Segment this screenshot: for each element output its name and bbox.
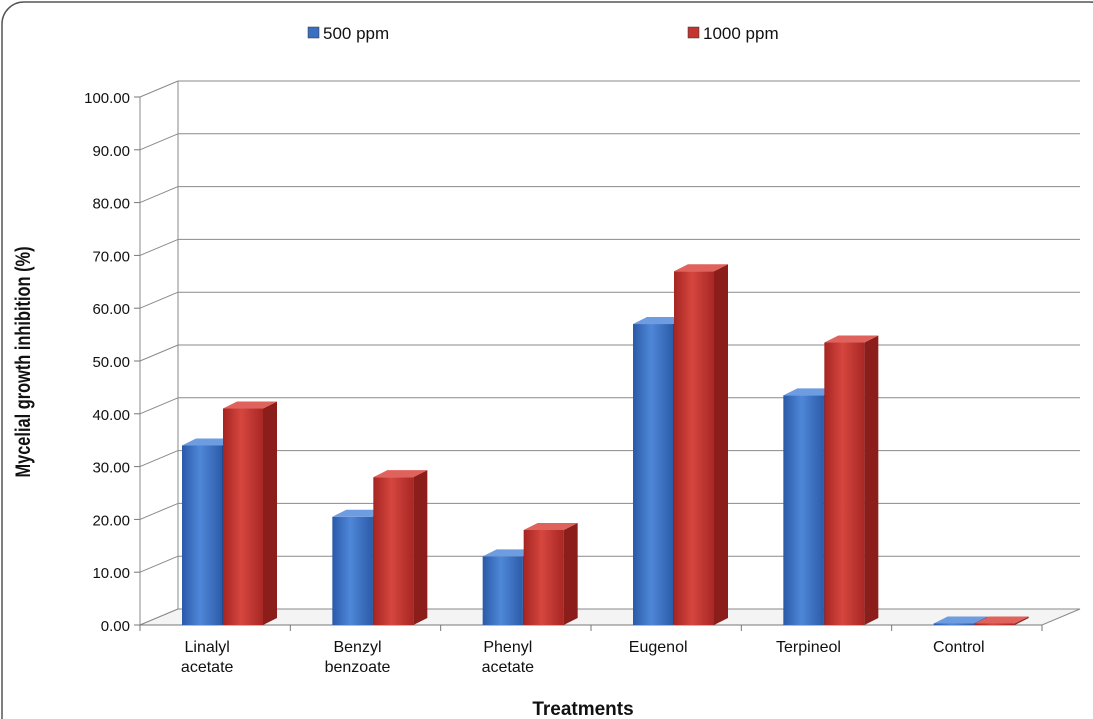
bar-side [263, 401, 277, 625]
y-tick-label: 40.00 [92, 407, 130, 424]
gridline-side [139, 397, 179, 415]
bar-front [332, 516, 373, 625]
legend: 500 ppm 1000 ppm [307, 24, 779, 43]
x-tick-label: Control [933, 639, 985, 656]
bar-top [974, 616, 1029, 624]
bar [523, 522, 578, 625]
x-tick-label: benzoate [325, 659, 391, 676]
gridline-side [139, 450, 179, 468]
bar-side [1014, 616, 1029, 625]
x-tick-label: Eugenol [629, 639, 688, 656]
bar [674, 264, 728, 625]
x-tick-label: Phenyl [483, 639, 532, 656]
x-tick-label: Terpineol [776, 639, 841, 656]
bar-front [674, 271, 714, 625]
gridline-side [139, 133, 179, 151]
bar-top [933, 616, 988, 624]
y-tick-label: 70.00 [92, 248, 130, 265]
x-tick-label: acetate [482, 659, 535, 676]
bar [223, 401, 277, 625]
gridline-side [139, 555, 179, 573]
bar-front [933, 623, 974, 625]
x-tick-label: acetate [181, 659, 234, 676]
bar [974, 616, 1029, 625]
bar-top [182, 438, 236, 446]
gridline-side [139, 291, 179, 309]
bar-front [633, 324, 673, 625]
bar-top [373, 470, 428, 478]
y-axis-label: Mycelial growth inhibition (%) [11, 246, 34, 477]
legend-label: 1000 ppm [703, 24, 779, 43]
bar-front [523, 529, 564, 625]
y-tick-label: 90.00 [92, 143, 130, 160]
bar-top [783, 388, 838, 396]
bar-front [974, 623, 1015, 625]
bar-top [824, 335, 879, 343]
y-tick-label: 0.00 [101, 618, 130, 635]
y-tick-label: 50.00 [92, 354, 130, 371]
bar-front [482, 556, 523, 625]
bar-front [373, 477, 414, 625]
bar-front [783, 395, 824, 625]
bar-top [223, 401, 277, 409]
bar-front [824, 342, 865, 625]
gridline-side [139, 80, 179, 98]
bar-top [332, 509, 387, 517]
y-tick-label: 10.00 [92, 565, 130, 582]
x-axis-label: Treatments [532, 699, 633, 719]
legend-label: 500 ppm [323, 24, 389, 43]
y-tick-label: 80.00 [92, 196, 130, 213]
bar-top [633, 317, 687, 325]
bar-front [182, 445, 222, 625]
x-axis-ticks: Linalyl acetate Benzyl benzoate Phenyl acetat… [139, 625, 1043, 676]
y-axis-ticks: 0.00 10.00 20.00 30.00 40.00 50.00 60.00 70.00 8… [84, 90, 140, 635]
bar-front [223, 408, 263, 625]
gridline-side [139, 186, 179, 204]
bar-side [864, 335, 879, 625]
bar [824, 335, 879, 625]
bar-top [482, 549, 537, 557]
y-tick-label: 60.00 [92, 301, 130, 318]
legend-item: 500 ppm [307, 24, 389, 43]
bar-top [674, 264, 728, 272]
bar-side [563, 522, 578, 625]
y-tick-label: 100.00 [84, 90, 130, 107]
bar-side [714, 264, 728, 625]
y-tick-label: 20.00 [92, 512, 130, 529]
gridline-side [139, 344, 179, 362]
bar-top [523, 522, 578, 530]
x-tick-label: Linalyl [184, 639, 229, 656]
y-tick-label: 30.00 [92, 460, 130, 477]
x-tick-label: Benzyl [333, 639, 381, 656]
bar [373, 470, 428, 625]
bars [182, 264, 1029, 625]
legend-swatch [687, 26, 700, 39]
gridline-side [139, 238, 179, 256]
legend-item: 1000 ppm [687, 24, 779, 43]
legend-swatch [307, 26, 320, 39]
gridline-side [139, 502, 179, 520]
bar-side [413, 470, 428, 625]
